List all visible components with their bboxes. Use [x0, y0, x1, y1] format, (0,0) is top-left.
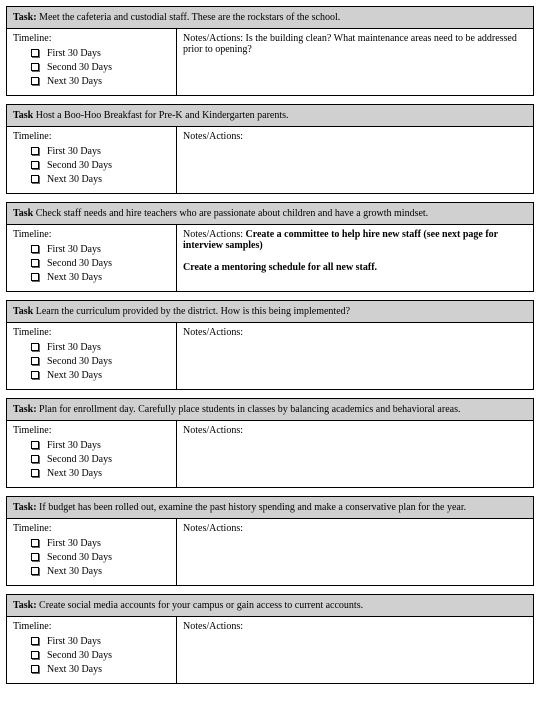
- task-header: Task Host a Boo-Hoo Breakfast for Pre-K …: [7, 105, 533, 127]
- timeline-item[interactable]: First 30 Days: [31, 537, 170, 550]
- task-header: Task Learn the curriculum provided by th…: [7, 301, 533, 323]
- notes-label: Notes/Actions:: [183, 131, 243, 142]
- timeline-label: Timeline:: [13, 33, 170, 44]
- task-block: Task: Meet the cafeteria and custodial s…: [6, 6, 534, 96]
- timeline-item[interactable]: Second 30 Days: [31, 159, 170, 172]
- timeline-item[interactable]: Second 30 Days: [31, 257, 170, 270]
- task-header: Task: Create social media accounts for y…: [7, 595, 533, 617]
- timeline-list: First 30 DaysSecond 30 DaysNext 30 Days: [13, 145, 170, 186]
- timeline-column: Timeline: First 30 DaysSecond 30 DaysNext…: [7, 127, 177, 193]
- timeline-list: First 30 DaysSecond 30 DaysNext 30 Days: [13, 439, 170, 480]
- task-block: Task Learn the curriculum provided by th…: [6, 300, 534, 390]
- notes-column: Notes/Actions: Is the building clean? Wh…: [177, 29, 533, 95]
- task-block: Task Host a Boo-Hoo Breakfast for Pre-K …: [6, 104, 534, 194]
- task-title: Learn the curriculum provided by the dis…: [33, 306, 350, 317]
- timeline-column: Timeline: First 30 DaysSecond 30 DaysNext…: [7, 225, 177, 291]
- timeline-list: First 30 DaysSecond 30 DaysNext 30 Days: [13, 537, 170, 578]
- task-title: If budget has been rolled out, examine t…: [37, 502, 467, 513]
- task-block: Task Check staff needs and hire teachers…: [6, 202, 534, 292]
- task-title: Plan for enrollment day. Carefully place…: [37, 404, 461, 415]
- task-title: Create social media accounts for your ca…: [37, 600, 364, 611]
- timeline-column: Timeline: First 30 DaysSecond 30 DaysNext…: [7, 323, 177, 389]
- timeline-item[interactable]: First 30 Days: [31, 341, 170, 354]
- task-block: Task: Create social media accounts for y…: [6, 594, 534, 684]
- timeline-item[interactable]: First 30 Days: [31, 635, 170, 648]
- timeline-label: Timeline:: [13, 131, 170, 142]
- task-body: Timeline: First 30 DaysSecond 30 DaysNext…: [7, 225, 533, 291]
- timeline-item[interactable]: Second 30 Days: [31, 453, 170, 466]
- timeline-item[interactable]: First 30 Days: [31, 243, 170, 256]
- task-body: Timeline: First 30 DaysSecond 30 DaysNext…: [7, 421, 533, 487]
- timeline-label: Timeline:: [13, 229, 170, 240]
- timeline-item[interactable]: Next 30 Days: [31, 467, 170, 480]
- task-title: Check staff needs and hire teachers who …: [33, 208, 428, 219]
- timeline-item[interactable]: Second 30 Days: [31, 61, 170, 74]
- timeline-column: Timeline: First 30 DaysSecond 30 DaysNext…: [7, 519, 177, 585]
- notes-label: Notes/Actions:: [183, 523, 243, 534]
- timeline-list: First 30 DaysSecond 30 DaysNext 30 Days: [13, 243, 170, 284]
- task-title: Meet the cafeteria and custodial staff. …: [37, 12, 341, 23]
- timeline-item[interactable]: Next 30 Days: [31, 663, 170, 676]
- task-label: Task: [13, 110, 33, 121]
- notes-column: Notes/Actions:: [177, 617, 533, 683]
- timeline-list: First 30 DaysSecond 30 DaysNext 30 Days: [13, 47, 170, 88]
- task-block: Task: If budget has been rolled out, exa…: [6, 496, 534, 586]
- timeline-list: First 30 DaysSecond 30 DaysNext 30 Days: [13, 635, 170, 676]
- task-body: Timeline: First 30 DaysSecond 30 DaysNext…: [7, 323, 533, 389]
- timeline-item[interactable]: Second 30 Days: [31, 551, 170, 564]
- task-body: Timeline: First 30 DaysSecond 30 DaysNext…: [7, 617, 533, 683]
- notes-label: Notes/Actions:: [183, 425, 243, 436]
- task-label: Task:: [13, 12, 37, 23]
- task-body: Timeline: First 30 DaysSecond 30 DaysNext…: [7, 29, 533, 95]
- task-body: Timeline: First 30 DaysSecond 30 DaysNext…: [7, 127, 533, 193]
- notes-column: Notes/Actions:: [177, 519, 533, 585]
- timeline-item[interactable]: Next 30 Days: [31, 271, 170, 284]
- task-label: Task: [13, 208, 33, 219]
- timeline-column: Timeline: First 30 DaysSecond 30 DaysNext…: [7, 617, 177, 683]
- notes-label: Notes/Actions:: [183, 33, 243, 44]
- task-header: Task: Meet the cafeteria and custodial s…: [7, 7, 533, 29]
- timeline-item[interactable]: First 30 Days: [31, 145, 170, 158]
- notes-label: Notes/Actions:: [183, 327, 243, 338]
- notes-column: Notes/Actions:: [177, 127, 533, 193]
- timeline-item[interactable]: Next 30 Days: [31, 369, 170, 382]
- notes-label: Notes/Actions:: [183, 621, 243, 632]
- timeline-list: First 30 DaysSecond 30 DaysNext 30 Days: [13, 341, 170, 382]
- timeline-label: Timeline:: [13, 425, 170, 436]
- notes-column: Notes/Actions:: [177, 323, 533, 389]
- timeline-item[interactable]: Next 30 Days: [31, 75, 170, 88]
- timeline-label: Timeline:: [13, 327, 170, 338]
- task-header: Task Check staff needs and hire teachers…: [7, 203, 533, 225]
- task-block: Task: Plan for enrollment day. Carefully…: [6, 398, 534, 488]
- notes-label: Notes/Actions:: [183, 229, 243, 240]
- timeline-item[interactable]: Next 30 Days: [31, 173, 170, 186]
- task-label: Task:: [13, 502, 37, 513]
- timeline-column: Timeline: First 30 DaysSecond 30 DaysNext…: [7, 29, 177, 95]
- timeline-label: Timeline:: [13, 621, 170, 632]
- task-header: Task: If budget has been rolled out, exa…: [7, 497, 533, 519]
- task-body: Timeline: First 30 DaysSecond 30 DaysNext…: [7, 519, 533, 585]
- timeline-item[interactable]: Second 30 Days: [31, 649, 170, 662]
- timeline-item[interactable]: First 30 Days: [31, 47, 170, 60]
- task-label: Task:: [13, 600, 37, 611]
- task-header: Task: Plan for enrollment day. Carefully…: [7, 399, 533, 421]
- notes-column: Notes/Actions: Create a committee to hel…: [177, 225, 533, 291]
- task-title: Host a Boo-Hoo Breakfast for Pre-K and K…: [33, 110, 288, 121]
- timeline-item[interactable]: First 30 Days: [31, 439, 170, 452]
- timeline-column: Timeline: First 30 DaysSecond 30 DaysNext…: [7, 421, 177, 487]
- timeline-item[interactable]: Next 30 Days: [31, 565, 170, 578]
- task-label: Task: [13, 306, 33, 317]
- task-label: Task:: [13, 404, 37, 415]
- notes-column: Notes/Actions:: [177, 421, 533, 487]
- timeline-item[interactable]: Second 30 Days: [31, 355, 170, 368]
- timeline-label: Timeline:: [13, 523, 170, 534]
